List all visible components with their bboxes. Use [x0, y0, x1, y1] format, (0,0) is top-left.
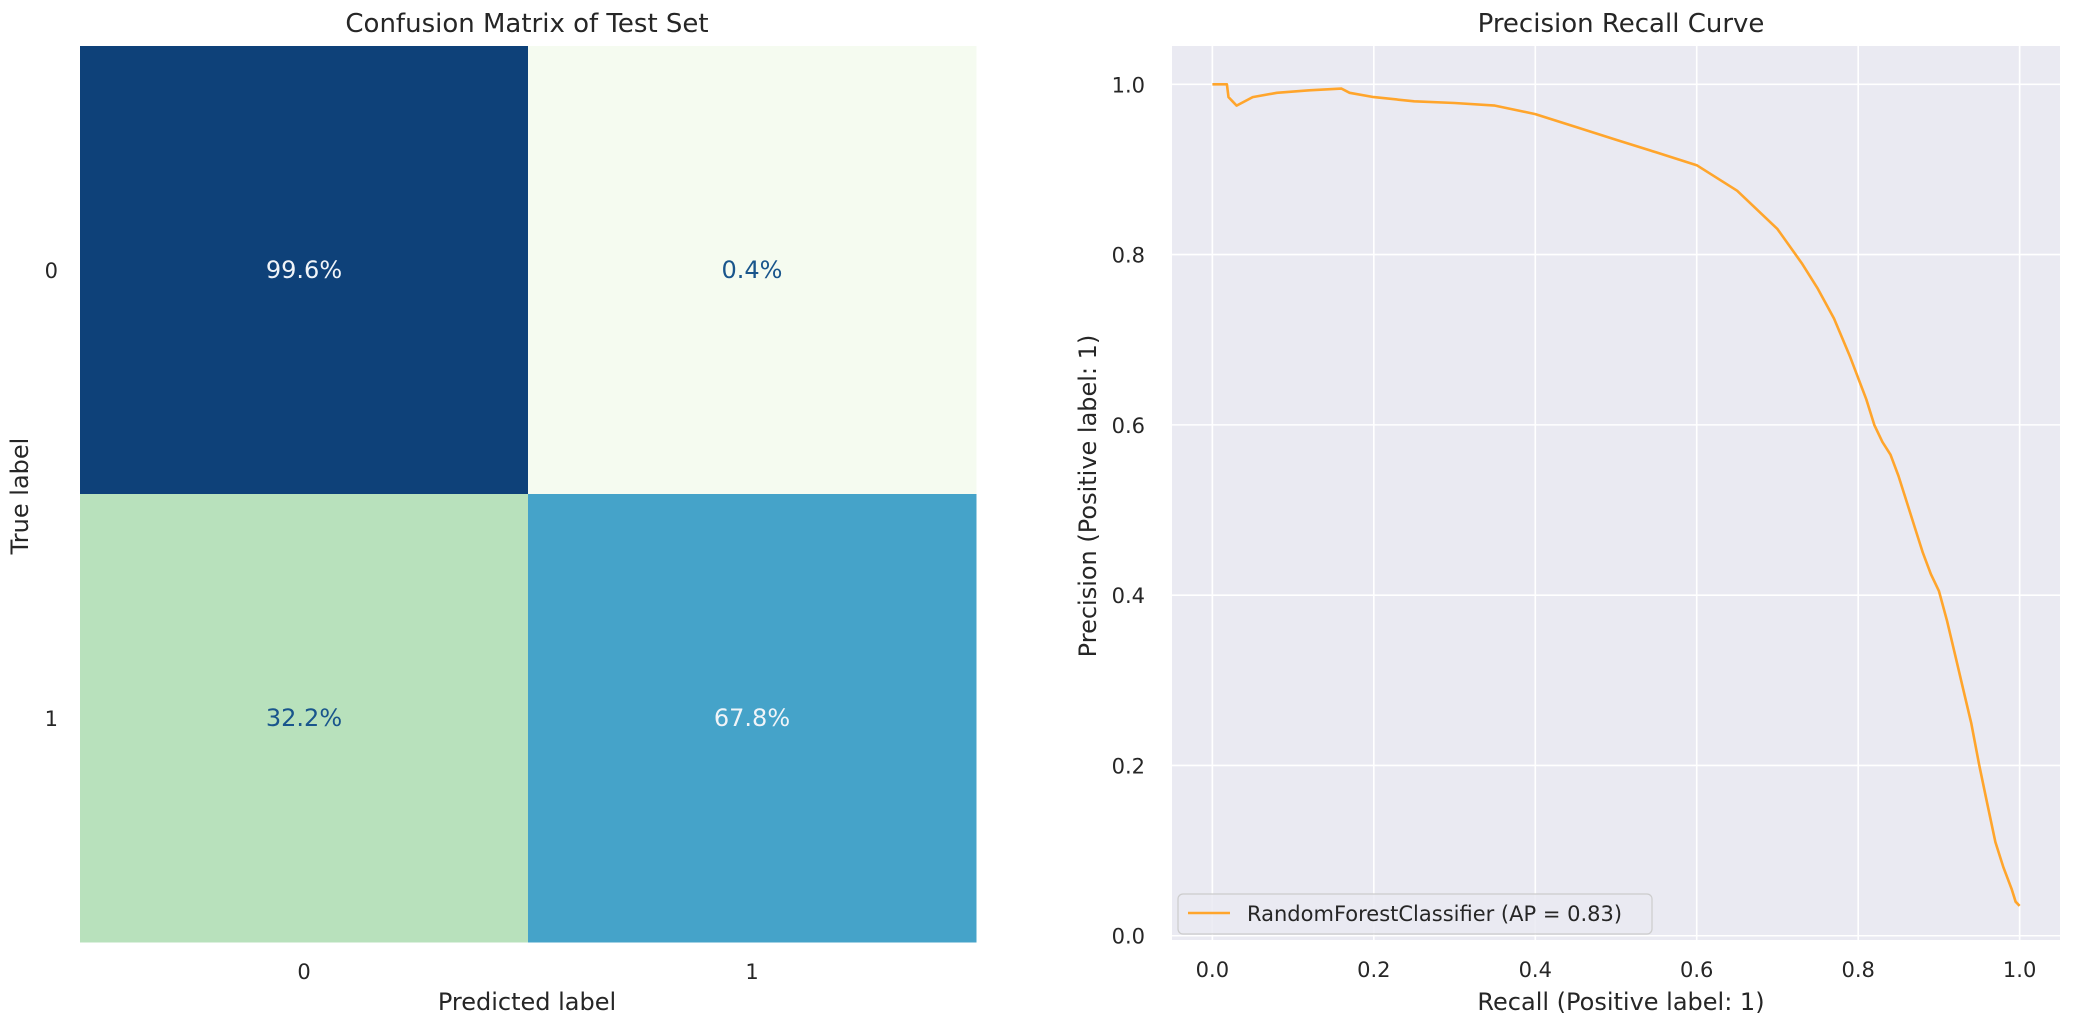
- x-tick-label: 1.0: [2003, 958, 2036, 982]
- y-axis-label: Precision (Positive label: 1): [1074, 335, 1102, 658]
- y-tick-label: 0.2: [1112, 754, 1145, 778]
- y-tick-label: 1: [45, 707, 58, 731]
- confusion-matrix-y-ticks: 01: [45, 259, 58, 731]
- x-tick-label: 1: [745, 960, 758, 984]
- confusion-matrix-x-label: Predicted label: [438, 988, 616, 1016]
- legend: RandomForestClassifier (AP = 0.83): [1177, 893, 1653, 935]
- x-axis-label: Recall (Positive label: 1): [1477, 988, 1764, 1016]
- x-tick-label: 0.8: [1841, 958, 1874, 982]
- matrix-cell-0-1: [528, 46, 977, 495]
- y-tick-label: 0.6: [1112, 414, 1145, 438]
- y-tick-label: 1.0: [1112, 73, 1145, 97]
- x-tick-label: 0.2: [1357, 958, 1390, 982]
- y-tick-label: 0.8: [1112, 244, 1145, 268]
- x-tick-label: 0: [297, 960, 310, 984]
- matrix-cell-label-0-1: 0.4%: [722, 256, 783, 284]
- matrix-cell-label-1-0: 32.2%: [266, 704, 342, 732]
- y-tick-label: 0.4: [1112, 584, 1145, 608]
- plot-background: [1172, 46, 2060, 940]
- confusion-matrix-cells: 99.6% 0.4% 32.2% 67.8%: [80, 46, 977, 943]
- y-tick-label: 0.0: [1112, 925, 1145, 949]
- plot-gridlines: [1172, 46, 2060, 940]
- legend-label: RandomForestClassifier (AP = 0.83): [1247, 902, 1622, 926]
- confusion-matrix-title: Confusion Matrix of Test Set: [345, 9, 708, 39]
- precision-recall-chart: 0.0 0.2 0.4 0.6 0.8 1.0 0.0 0.2 0.4 0.6 0.8 1.0 Pr…: [1074, 9, 2060, 1016]
- matrix-cell-1-0: [80, 494, 529, 943]
- precision-recall-title: Precision Recall Curve: [1478, 9, 1765, 39]
- matrix-cell-label-1-1: 67.8%: [714, 704, 790, 732]
- x-axis-ticks: 0.0 0.2 0.4 0.6 0.8 1.0: [1196, 958, 2037, 982]
- matrix-cell-label-0-0: 99.6%: [266, 256, 342, 284]
- confusion-matrix-y-label: True label: [6, 438, 34, 556]
- matrix-cell-1-1: [528, 494, 977, 943]
- confusion-matrix-chart: Confusion Matrix of Test Set 99.6% 0.4% 32…: [6, 9, 977, 1016]
- matrix-cell-0-0: [80, 46, 529, 495]
- x-tick-label: 0.6: [1680, 958, 1713, 982]
- series-line-randomforestclassifier: [1212, 83, 2021, 907]
- y-tick-label: 0: [45, 259, 58, 283]
- legend-box: [1177, 893, 1653, 935]
- x-tick-label: 0.4: [1519, 958, 1552, 982]
- x-tick-label: 0.0: [1196, 958, 1229, 982]
- y-axis-ticks: 0.0 0.2 0.4 0.6 0.8 1.0: [1112, 73, 1145, 948]
